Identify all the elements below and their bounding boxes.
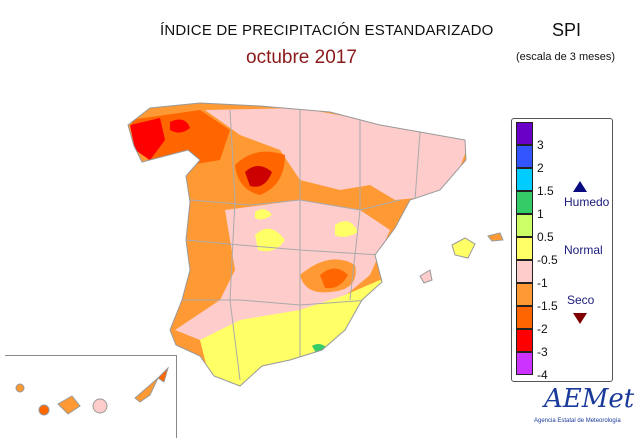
- triangle-up-icon: [573, 181, 587, 192]
- legend-tick: -3: [537, 345, 548, 359]
- legend-tick: -2: [537, 322, 548, 336]
- legend-tick: -1.5: [537, 299, 558, 313]
- legend-tick: -0.5: [537, 253, 558, 267]
- island-menorca: [487, 232, 504, 242]
- legend-swatch: [516, 214, 533, 237]
- peninsula: [128, 103, 466, 386]
- legend-swatch: [516, 168, 533, 191]
- legend-swatch: [516, 352, 533, 375]
- canary-inset-frame: [5, 355, 177, 438]
- legend-swatch: [516, 237, 533, 260]
- yellow-zone-south: [200, 280, 395, 386]
- yellow-spot-1: [255, 228, 285, 252]
- legend-tick: 0.5: [537, 230, 554, 244]
- red-zone-galicia: [130, 118, 165, 160]
- province-borders: [182, 109, 421, 381]
- legend-swatch: [516, 191, 533, 214]
- legend-swatch: [516, 283, 533, 306]
- map-title: ÍNDICE DE PRECIPITACIÓN ESTANDARIZADO: [160, 22, 494, 39]
- legend-swatch: [516, 122, 533, 145]
- legend-swatch: [516, 329, 533, 352]
- aemet-logo: AEMet Agencia Estatal de Meteorología: [530, 384, 634, 434]
- legend-humid: Humedo: [564, 195, 610, 209]
- red-zone-nw2: [170, 119, 190, 133]
- index-label: SPI: [552, 20, 582, 40]
- legend-tick: 2: [537, 161, 544, 175]
- yellow-spot-2: [335, 221, 358, 237]
- canary-islands: [15, 366, 170, 416]
- legend: Humedo Normal Seco 3 2 1.5 1 0.5 -0.5 -1 -1.5 -2…: [511, 118, 613, 382]
- triangle-down-icon: [573, 313, 587, 324]
- pink-zone-north: [205, 108, 466, 200]
- darkorange-zone-center: [320, 268, 348, 289]
- legend-normal: Normal: [564, 243, 603, 257]
- scale-note: (escala de 3 meses): [516, 51, 616, 63]
- legend-tick: -4: [537, 368, 548, 382]
- legend-tick: 1: [537, 207, 544, 221]
- legend-swatch: [516, 306, 533, 329]
- legend-swatch: [516, 145, 533, 168]
- legend-dry: Seco: [567, 293, 595, 307]
- island-ibiza: [419, 269, 433, 284]
- legend-swatch: [516, 260, 533, 283]
- yellow-spot-3: [255, 209, 272, 220]
- legend-tick: -1: [537, 276, 548, 290]
- island-mallorca: [451, 237, 476, 259]
- logo-wordmark: AEMet: [544, 384, 635, 414]
- map-period: octubre 2017: [246, 47, 357, 68]
- logo-subtitle: Agencia Estatal de Meteorología: [534, 418, 621, 424]
- legend-tick: 3: [537, 138, 544, 152]
- legend-tick: 1.5: [537, 184, 554, 198]
- red-zone-leon: [245, 166, 272, 187]
